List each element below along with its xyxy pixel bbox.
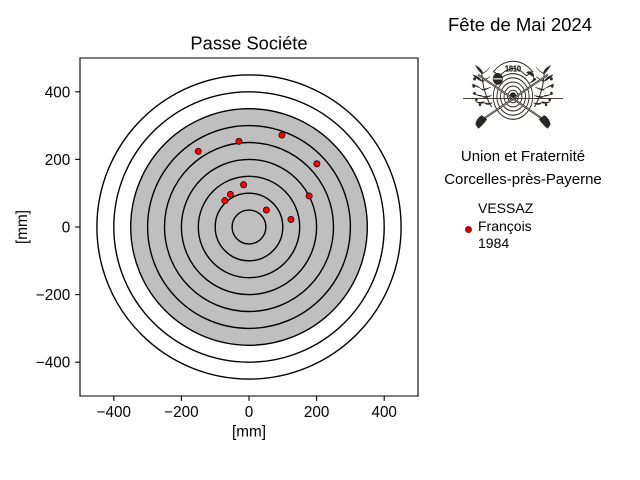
svg-text:[mm]: [mm] (232, 424, 266, 441)
svg-text:−400: −400 (36, 355, 70, 372)
svg-text:−400: −400 (97, 404, 131, 421)
svg-text:200: 200 (304, 404, 329, 421)
svg-text:200: 200 (45, 152, 70, 169)
svg-text:−200: −200 (36, 287, 70, 304)
svg-text:Passe Sociéte: Passe Sociéte (190, 33, 307, 54)
svg-text:0: 0 (62, 220, 71, 237)
svg-text:[mm]: [mm] (14, 210, 31, 244)
svg-text:400: 400 (45, 84, 70, 101)
svg-text:−200: −200 (164, 404, 198, 421)
svg-text:1810: 1810 (505, 64, 521, 74)
svg-text:0: 0 (245, 404, 254, 421)
svg-text:400: 400 (371, 404, 396, 421)
